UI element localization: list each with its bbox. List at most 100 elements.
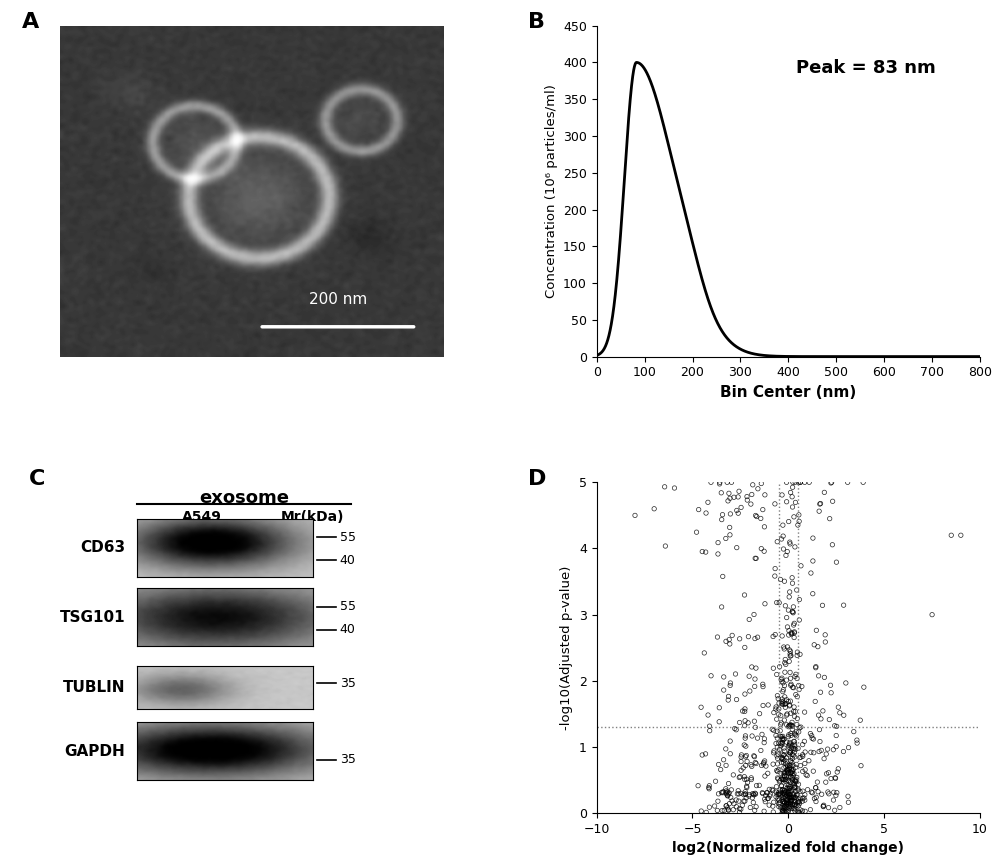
Point xyxy=(778,549,794,562)
Point xyxy=(737,772,753,786)
Point xyxy=(808,790,824,804)
Point xyxy=(757,488,773,502)
Point xyxy=(782,738,798,752)
Point xyxy=(801,475,817,489)
Point xyxy=(777,599,793,613)
Point xyxy=(711,701,727,715)
Point xyxy=(777,697,793,710)
Point xyxy=(666,481,682,495)
Point xyxy=(780,694,796,708)
Point xyxy=(774,773,790,787)
Point xyxy=(736,770,752,783)
Point xyxy=(813,686,829,699)
Point xyxy=(769,757,785,770)
Point xyxy=(708,775,724,788)
Point xyxy=(752,707,768,721)
Point xyxy=(799,769,815,782)
Point xyxy=(779,693,795,707)
Point xyxy=(775,735,791,749)
Point xyxy=(780,786,796,800)
Point xyxy=(783,718,799,732)
Y-axis label: Concentration (10⁶ particles/ml): Concentration (10⁶ particles/ml) xyxy=(545,84,558,298)
Point xyxy=(718,799,734,812)
Point xyxy=(737,785,753,799)
Point xyxy=(747,680,763,693)
Point xyxy=(747,804,763,817)
Point xyxy=(756,520,772,533)
Point xyxy=(774,488,790,502)
Point xyxy=(801,754,817,768)
Point xyxy=(785,763,801,776)
Point xyxy=(774,790,790,804)
Point xyxy=(804,731,820,745)
Point xyxy=(789,788,805,801)
Point xyxy=(777,656,793,669)
Point xyxy=(737,702,753,716)
Point xyxy=(814,598,830,612)
Point xyxy=(774,751,790,764)
Point xyxy=(813,712,829,726)
Point xyxy=(781,758,797,772)
Point xyxy=(778,804,794,817)
Point xyxy=(740,716,756,729)
Point xyxy=(824,475,840,489)
Point xyxy=(777,766,793,780)
Point xyxy=(747,756,763,770)
Point xyxy=(724,794,740,808)
Point xyxy=(784,740,800,753)
Point xyxy=(757,795,773,809)
Point xyxy=(783,719,799,733)
Point xyxy=(732,716,748,729)
Point xyxy=(742,800,758,814)
Point xyxy=(775,542,791,556)
Point xyxy=(758,788,774,802)
Point xyxy=(720,494,736,508)
Point xyxy=(743,771,759,785)
Point xyxy=(779,758,795,772)
Point xyxy=(772,729,788,743)
Point xyxy=(781,770,797,784)
Point xyxy=(786,742,802,756)
Point xyxy=(742,684,758,698)
Point xyxy=(779,796,795,810)
Point xyxy=(761,782,777,796)
Point xyxy=(795,750,811,764)
Text: A: A xyxy=(22,13,39,33)
Point xyxy=(822,512,838,526)
Point xyxy=(736,794,752,808)
Point xyxy=(720,803,736,817)
Point xyxy=(773,532,789,546)
Point xyxy=(785,789,801,803)
Point xyxy=(777,800,793,814)
Point xyxy=(729,787,745,800)
Point xyxy=(739,776,755,789)
Point xyxy=(722,747,738,761)
Point xyxy=(846,725,862,739)
Point xyxy=(781,789,797,803)
Point xyxy=(757,754,773,768)
Point xyxy=(771,794,787,807)
Point xyxy=(728,800,744,813)
Text: TUBLIN: TUBLIN xyxy=(63,680,125,695)
Point xyxy=(773,767,789,781)
Point xyxy=(747,632,763,645)
Point xyxy=(790,793,806,806)
Point xyxy=(785,605,801,619)
Point xyxy=(767,569,783,583)
Point xyxy=(787,798,803,811)
Point xyxy=(718,742,734,756)
Point xyxy=(783,626,799,639)
Point xyxy=(779,793,795,806)
Point xyxy=(789,672,805,686)
Point xyxy=(784,722,800,736)
Point xyxy=(732,632,748,645)
Point xyxy=(775,676,791,690)
Point xyxy=(828,728,844,742)
Point xyxy=(785,758,801,772)
Point xyxy=(852,713,868,727)
Point xyxy=(774,737,790,751)
Point xyxy=(781,782,797,795)
Point xyxy=(832,706,848,720)
Point xyxy=(730,490,746,504)
Point xyxy=(787,750,803,764)
